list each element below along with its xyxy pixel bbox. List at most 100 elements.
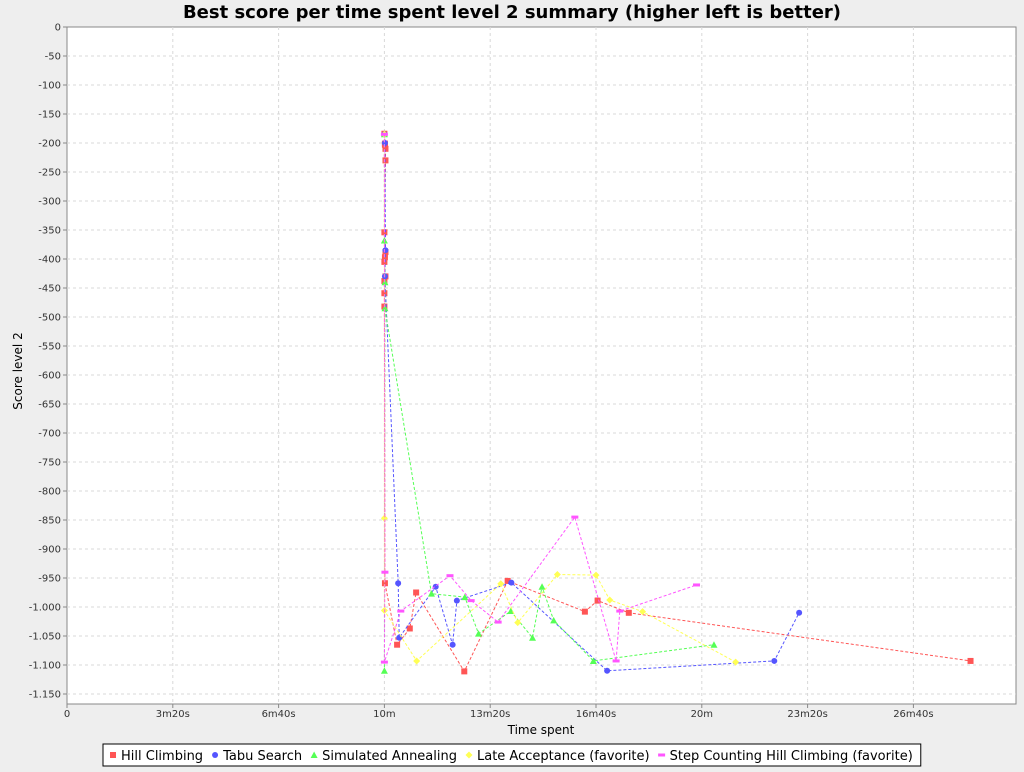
legend-item: Tabu Search bbox=[212, 749, 302, 764]
data-point bbox=[395, 580, 402, 587]
data-point bbox=[710, 641, 718, 648]
series-layer bbox=[380, 130, 974, 675]
y-tick-label: -700 bbox=[38, 429, 61, 440]
y-tick-label: -150 bbox=[38, 110, 61, 121]
grid-lines bbox=[67, 27, 1016, 704]
y-tick-label: -100 bbox=[38, 81, 61, 92]
data-point bbox=[381, 580, 388, 587]
y-tick-label: -1.100 bbox=[29, 661, 61, 672]
data-point bbox=[394, 641, 401, 648]
data-point bbox=[497, 580, 505, 588]
data-point bbox=[380, 514, 388, 522]
data-point bbox=[449, 641, 456, 648]
legend-marker bbox=[310, 751, 318, 758]
y-tick-label: -650 bbox=[38, 400, 61, 411]
data-point bbox=[732, 658, 740, 666]
x-tick-label: 13m20s bbox=[470, 709, 510, 720]
data-point bbox=[616, 609, 624, 613]
data-point bbox=[550, 616, 558, 624]
legend-marker bbox=[110, 752, 116, 758]
data-point bbox=[589, 657, 597, 664]
series-line bbox=[383, 133, 971, 673]
data-point bbox=[529, 634, 537, 641]
y-tick-label: -50 bbox=[45, 52, 61, 63]
data-point bbox=[639, 608, 647, 616]
y-axis-label: Score level 2 bbox=[11, 332, 25, 409]
data-point bbox=[413, 657, 421, 665]
y-tick-label: -500 bbox=[38, 313, 61, 324]
legend-item: Simulated Annealing bbox=[310, 749, 457, 764]
legend-box bbox=[102, 743, 922, 767]
y-tick-label: 0 bbox=[55, 23, 61, 34]
data-point bbox=[446, 574, 454, 578]
data-point bbox=[508, 579, 515, 586]
data-point bbox=[612, 659, 620, 663]
data-point bbox=[592, 571, 600, 579]
data-point bbox=[475, 630, 483, 637]
data-point bbox=[507, 607, 515, 615]
plot-area bbox=[66, 26, 1017, 705]
data-point bbox=[396, 634, 403, 641]
y-tick-label: -600 bbox=[38, 371, 61, 382]
legend-item: Late Acceptance (favorite) bbox=[465, 749, 650, 764]
data-point bbox=[796, 609, 803, 616]
data-point bbox=[594, 597, 601, 604]
y-tick-label: -900 bbox=[38, 545, 61, 556]
y-tick-label: -750 bbox=[38, 458, 61, 469]
data-point bbox=[538, 583, 546, 590]
data-point bbox=[625, 609, 632, 616]
y-tick-label: -250 bbox=[38, 168, 61, 179]
y-tick-label: -1.150 bbox=[29, 690, 61, 701]
y-tick-label: -450 bbox=[38, 284, 61, 295]
data-point bbox=[504, 577, 511, 584]
x-tick-label: 26m40s bbox=[893, 709, 933, 720]
data-point bbox=[553, 571, 561, 579]
data-point bbox=[381, 229, 388, 236]
x-axis-label: Time spent bbox=[507, 723, 575, 737]
legend-marker bbox=[212, 752, 219, 758]
data-point bbox=[382, 247, 389, 254]
data-point bbox=[380, 660, 388, 664]
legend-marker bbox=[658, 753, 666, 757]
data-point bbox=[381, 304, 389, 312]
data-point bbox=[380, 132, 388, 136]
x-tick-label: 6m40s bbox=[262, 709, 296, 720]
y-tick-label: -800 bbox=[38, 487, 61, 498]
series-4 bbox=[380, 132, 701, 664]
x-tick-label: 3m20s bbox=[156, 709, 190, 720]
legend-label: Late Acceptance (favorite) bbox=[477, 749, 650, 764]
data-point bbox=[467, 599, 475, 603]
data-point bbox=[453, 597, 460, 604]
y-tick-label: -1.050 bbox=[29, 632, 61, 643]
y-tick-label: -1.000 bbox=[29, 603, 61, 614]
x-tick-label: 0 bbox=[64, 709, 70, 720]
y-tick-label: -950 bbox=[38, 574, 61, 585]
data-point bbox=[381, 570, 389, 574]
x-tick-label: 23m20s bbox=[787, 709, 827, 720]
data-point bbox=[606, 596, 614, 604]
data-point bbox=[381, 140, 388, 146]
y-tick-label: -300 bbox=[38, 197, 61, 208]
y-tick-label: -550 bbox=[38, 342, 61, 353]
y-tick-label: -400 bbox=[38, 255, 61, 266]
data-point bbox=[581, 608, 588, 615]
data-point bbox=[771, 657, 778, 664]
x-tick-label: 20m bbox=[691, 709, 713, 720]
data-point bbox=[514, 619, 522, 627]
data-point bbox=[382, 145, 389, 152]
data-point bbox=[406, 625, 413, 632]
x-tick-label: 10m bbox=[373, 709, 395, 720]
y-tick-label: -200 bbox=[38, 139, 61, 150]
series-line bbox=[383, 134, 697, 663]
legend-marker bbox=[465, 751, 473, 759]
data-point bbox=[967, 657, 974, 664]
y-tick-label: -850 bbox=[38, 516, 61, 527]
data-point bbox=[427, 590, 435, 597]
data-point bbox=[571, 515, 579, 519]
data-point bbox=[494, 620, 502, 624]
data-point bbox=[380, 667, 388, 674]
y-tick-label: -350 bbox=[38, 226, 61, 237]
legend-item: Hill Climbing bbox=[110, 749, 203, 764]
